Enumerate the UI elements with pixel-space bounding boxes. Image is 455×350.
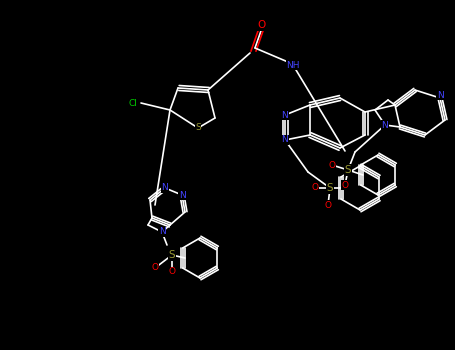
Text: O: O bbox=[329, 161, 335, 169]
Text: Cl: Cl bbox=[129, 98, 137, 107]
Text: N: N bbox=[282, 111, 288, 119]
Text: O: O bbox=[168, 267, 176, 276]
Text: S: S bbox=[327, 183, 334, 193]
Text: S: S bbox=[195, 124, 201, 133]
Text: O: O bbox=[258, 20, 266, 30]
Text: O: O bbox=[324, 201, 332, 210]
Text: S: S bbox=[345, 165, 351, 175]
Text: O: O bbox=[312, 183, 318, 192]
Text: N: N bbox=[162, 183, 168, 192]
Text: N: N bbox=[159, 228, 165, 237]
Text: N: N bbox=[282, 135, 288, 145]
Text: N: N bbox=[179, 190, 185, 199]
Text: O: O bbox=[152, 264, 158, 273]
Text: O: O bbox=[342, 181, 349, 189]
Text: S: S bbox=[169, 250, 175, 260]
Text: N: N bbox=[382, 120, 389, 130]
Text: NH: NH bbox=[286, 61, 300, 70]
Text: N: N bbox=[437, 91, 443, 99]
